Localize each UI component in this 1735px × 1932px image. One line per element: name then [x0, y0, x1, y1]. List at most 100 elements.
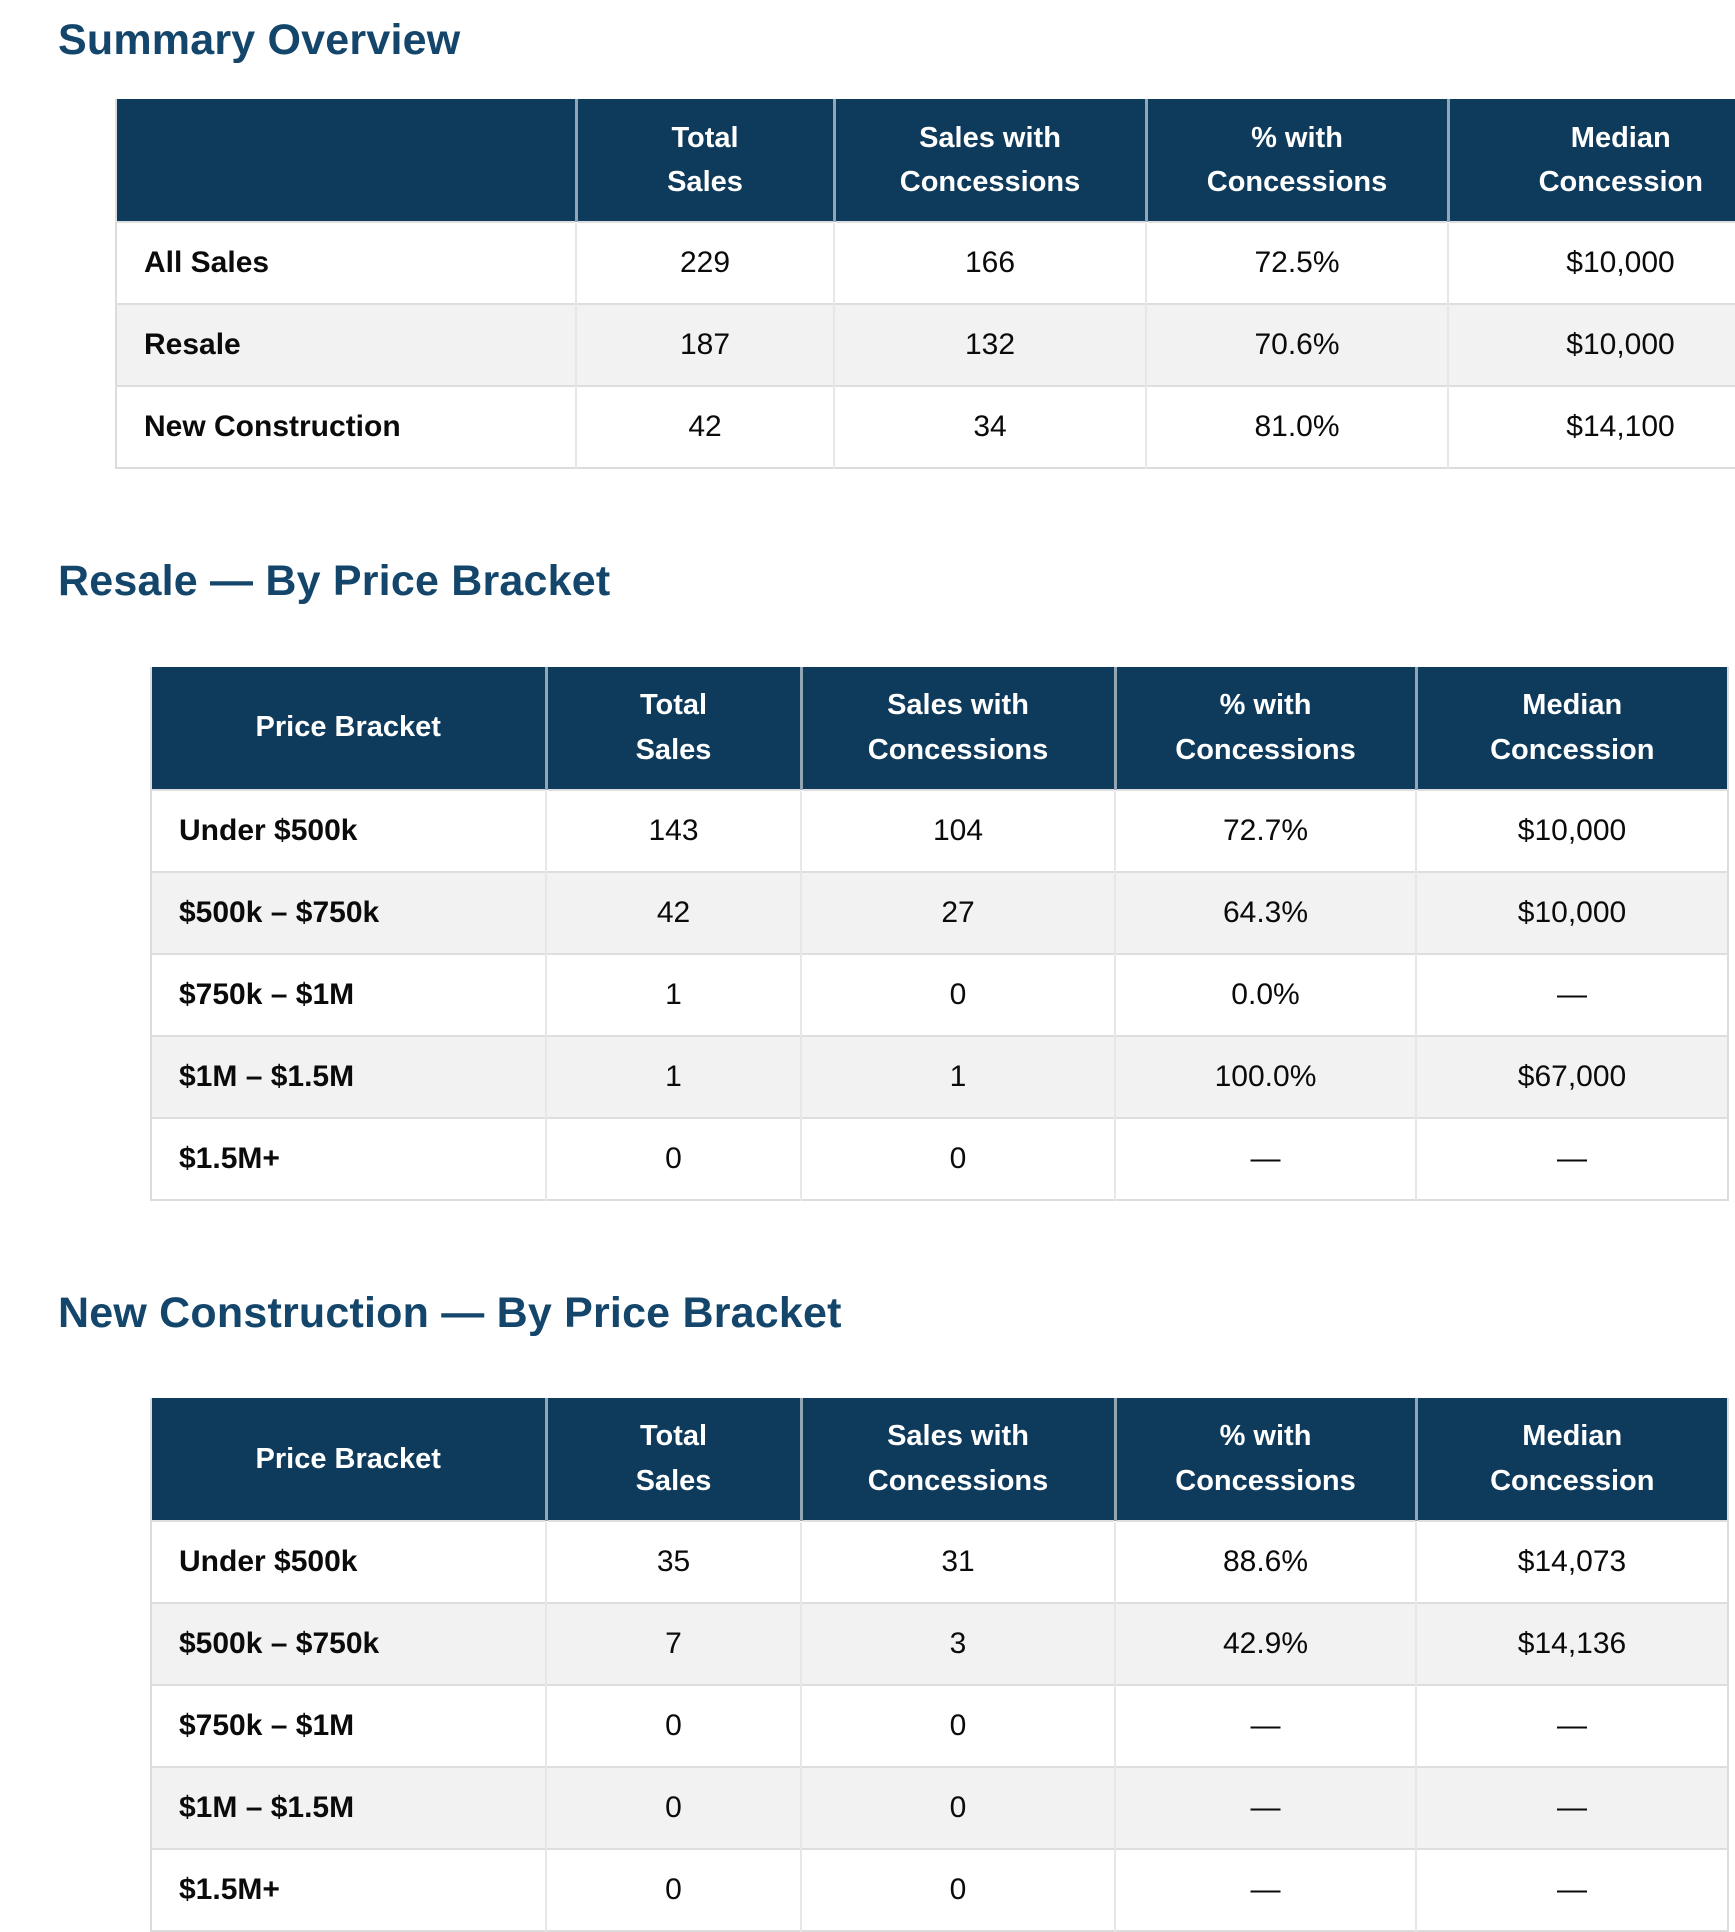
column-header-pct-with-concessions: % with Concessions	[1113, 666, 1416, 790]
row-label: $1.5M+	[151, 1848, 546, 1932]
column-header-total-sales: Total Sales	[544, 666, 801, 790]
report-page: { "colors": { "table_header_bg": "#0E3A5…	[0, 16, 1735, 1932]
row-label: $1M – $1.5M	[151, 1034, 546, 1118]
table-row: All Sales 229 166 72.5% $10,000	[116, 221, 1735, 305]
table-row: Under $500k 143 104 72.7% $10,000	[151, 788, 1728, 872]
cell-sales-with-concessions: 0	[800, 1684, 1115, 1768]
new-construction-by-price-bracket-table: Price Bracket Total Sales Sales with Con…	[150, 1398, 1729, 1932]
cell-sales-with-concessions: 0	[800, 1116, 1115, 1200]
cell-total-sales: 7	[545, 1602, 801, 1686]
cell-total-sales: 1	[545, 1034, 801, 1118]
table-row: $1.5M+ 0 0 — —	[151, 1848, 1728, 1932]
cell-pct-with-concessions: 70.6%	[1145, 303, 1448, 387]
row-label: Under $500k	[151, 1520, 546, 1604]
cell-pct-with-concessions: 100.0%	[1114, 1034, 1416, 1118]
cell-pct-with-concessions: 42.9%	[1114, 1602, 1416, 1686]
section-heading-resale-by-price-bracket: Resale — By Price Bracket	[58, 557, 611, 606]
cell-median-concession: $10,000	[1447, 303, 1735, 387]
cell-total-sales: 42	[545, 870, 801, 954]
cell-median-concession: —	[1415, 1116, 1728, 1200]
column-header-sales-with-concessions: Sales with Concessions	[799, 666, 1115, 790]
table-header-row: Price Bracket Total Sales Sales with Con…	[151, 1398, 1728, 1522]
cell-sales-with-concessions: 0	[800, 1766, 1115, 1850]
cell-sales-with-concessions: 104	[800, 788, 1115, 872]
cell-pct-with-concessions: 64.3%	[1114, 870, 1416, 954]
cell-pct-with-concessions: 0.0%	[1114, 952, 1416, 1036]
column-header-median-concession: Median Concession	[1414, 1398, 1728, 1522]
table-row: $750k – $1M 1 0 0.0% —	[151, 952, 1728, 1036]
cell-total-sales: 35	[545, 1520, 801, 1604]
cell-sales-with-concessions: 0	[800, 952, 1115, 1036]
column-header-blank	[116, 99, 576, 223]
table-row: $1M – $1.5M 1 1 100.0% $67,000	[151, 1034, 1728, 1118]
cell-sales-with-concessions: 166	[833, 221, 1146, 305]
cell-median-concession: $14,100	[1447, 385, 1735, 469]
table-row: Resale 187 132 70.6% $10,000	[116, 303, 1735, 387]
row-label: $500k – $750k	[151, 870, 546, 954]
cell-total-sales: 1	[545, 952, 801, 1036]
column-header-total-sales: Total Sales	[544, 1398, 801, 1522]
row-label: Under $500k	[151, 788, 546, 872]
column-header-median-concession: Median Concession	[1446, 99, 1735, 223]
cell-sales-with-concessions: 0	[800, 1848, 1115, 1932]
cell-median-concession: —	[1415, 1684, 1728, 1768]
row-label: Resale	[116, 303, 576, 387]
cell-pct-with-concessions: —	[1114, 1766, 1416, 1850]
row-label: $500k – $750k	[151, 1602, 546, 1686]
cell-total-sales: 187	[575, 303, 834, 387]
cell-sales-with-concessions: 27	[800, 870, 1115, 954]
column-header-sales-with-concessions: Sales with Concessions	[799, 1398, 1115, 1522]
section-heading-new-construction-by-price-bracket: New Construction — By Price Bracket	[58, 1288, 842, 1337]
column-header-pct-with-concessions: % with Concessions	[1144, 99, 1448, 223]
column-header-total-sales: Total Sales	[574, 99, 834, 223]
column-header-sales-with-concessions: Sales with Concessions	[832, 99, 1146, 223]
row-label: $750k – $1M	[151, 1684, 546, 1768]
cell-median-concession: $67,000	[1415, 1034, 1728, 1118]
row-label: $1M – $1.5M	[151, 1766, 546, 1850]
cell-median-concession: —	[1415, 1766, 1728, 1850]
cell-sales-with-concessions: 1	[800, 1034, 1115, 1118]
table-row: $750k – $1M 0 0 — —	[151, 1684, 1728, 1768]
table-row: $1.5M+ 0 0 — —	[151, 1116, 1728, 1200]
cell-total-sales: 143	[545, 788, 801, 872]
cell-median-concession: —	[1415, 952, 1728, 1036]
cell-pct-with-concessions: 72.5%	[1145, 221, 1448, 305]
cell-pct-with-concessions: —	[1114, 1684, 1416, 1768]
cell-total-sales: 229	[575, 221, 834, 305]
summary-overview-table: Total Sales Sales with Concessions % wit…	[115, 99, 1735, 470]
table-row: $500k – $750k 7 3 42.9% $14,136	[151, 1602, 1728, 1686]
resale-by-price-bracket-table: Price Bracket Total Sales Sales with Con…	[150, 666, 1729, 1201]
cell-total-sales: 0	[545, 1848, 801, 1932]
cell-median-concession: $14,073	[1415, 1520, 1728, 1604]
cell-sales-with-concessions: 132	[833, 303, 1146, 387]
cell-pct-with-concessions: 72.7%	[1114, 788, 1416, 872]
cell-median-concession: $10,000	[1415, 870, 1728, 954]
row-label: All Sales	[116, 221, 576, 305]
row-label: New Construction	[116, 385, 576, 469]
table-row: Under $500k 35 31 88.6% $14,073	[151, 1520, 1728, 1604]
cell-total-sales: 42	[575, 385, 834, 469]
cell-median-concession: —	[1415, 1848, 1728, 1932]
cell-pct-with-concessions: 88.6%	[1114, 1520, 1416, 1604]
cell-total-sales: 0	[545, 1766, 801, 1850]
row-label: $1.5M+	[151, 1116, 546, 1200]
column-header-pct-with-concessions: % with Concessions	[1113, 1398, 1416, 1522]
cell-median-concession: $14,136	[1415, 1602, 1728, 1686]
cell-sales-with-concessions: 31	[800, 1520, 1115, 1604]
cell-pct-with-concessions: 81.0%	[1145, 385, 1448, 469]
cell-sales-with-concessions: 3	[800, 1602, 1115, 1686]
row-label: $750k – $1M	[151, 952, 546, 1036]
table-header-row: Price Bracket Total Sales Sales with Con…	[151, 666, 1728, 790]
cell-pct-with-concessions: —	[1114, 1848, 1416, 1932]
table-row: $500k – $750k 42 27 64.3% $10,000	[151, 870, 1728, 954]
cell-pct-with-concessions: —	[1114, 1116, 1416, 1200]
cell-total-sales: 0	[545, 1116, 801, 1200]
section-heading-summary-overview: Summary Overview	[58, 16, 461, 64]
cell-median-concession: $10,000	[1415, 788, 1728, 872]
column-header-median-concession: Median Concession	[1414, 666, 1728, 790]
table-row: New Construction 42 34 81.0% $14,100	[116, 385, 1735, 469]
cell-total-sales: 0	[545, 1684, 801, 1768]
column-header-price-bracket: Price Bracket	[151, 666, 546, 790]
table-header-row: Total Sales Sales with Concessions % wit…	[116, 99, 1735, 223]
cell-sales-with-concessions: 34	[833, 385, 1146, 469]
